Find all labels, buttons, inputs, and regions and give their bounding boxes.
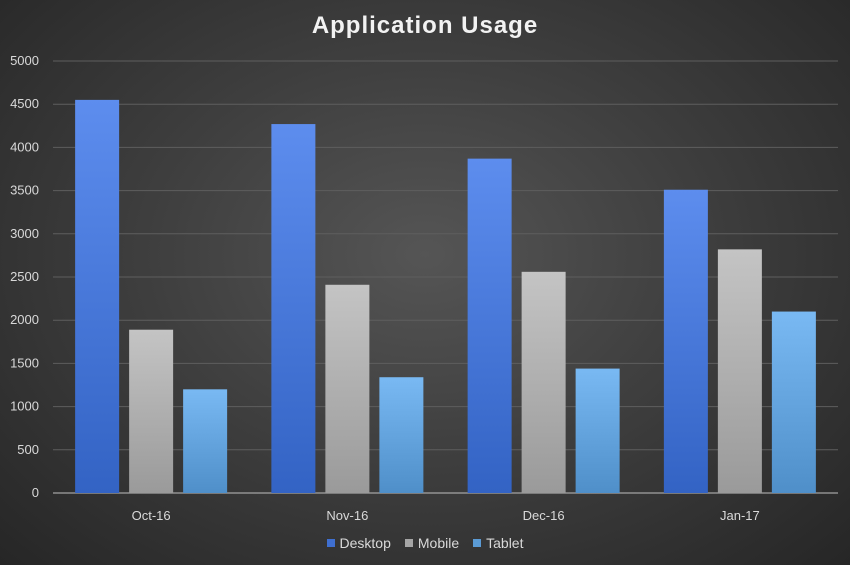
legend-label: Desktop: [339, 535, 391, 551]
y-tick-label: 5000: [10, 53, 39, 68]
bar-mobile-dec-16: [521, 271, 566, 493]
legend-label: Mobile: [417, 535, 460, 551]
bar-desktop-oct-16: [75, 99, 120, 493]
y-tick-label: 2000: [10, 312, 39, 327]
y-tick-label: 3500: [10, 183, 39, 198]
y-tick-label: 1000: [10, 399, 39, 414]
bar-tablet-oct-16: [183, 389, 228, 493]
x-tick-label: Oct-16: [132, 508, 171, 523]
y-tick-label: 1500: [10, 355, 39, 370]
bar-mobile-oct-16: [129, 329, 174, 493]
chart-legend: Desktop Mobile Tablet: [0, 535, 850, 551]
bar-tablet-nov-16: [379, 377, 424, 493]
chart-title: Application Usage: [311, 12, 539, 39]
x-tick-label: Jan-17: [720, 508, 760, 523]
bar-mobile-nov-16: [325, 284, 370, 493]
bar-desktop-jan-17: [663, 189, 708, 493]
y-tick-label: 4000: [10, 139, 39, 154]
y-tick-label: 4500: [10, 96, 39, 111]
bar-tablet-dec-16: [575, 368, 620, 493]
legend-label: Tablet: [486, 535, 524, 551]
y-tick-label: 2500: [10, 269, 39, 284]
legend-swatch: [473, 539, 482, 547]
y-tick-label: 0: [32, 485, 39, 500]
y-tick-label: 500: [17, 442, 39, 457]
legend-item-tablet: Tablet: [473, 535, 523, 551]
legend-swatch: [404, 539, 413, 547]
x-tick-label: Dec-16: [523, 508, 565, 523]
bar-desktop-nov-16: [271, 124, 316, 494]
legend-swatch: [326, 539, 335, 547]
bar-desktop-dec-16: [467, 158, 512, 493]
bar-tablet-jan-17: [771, 311, 816, 493]
y-tick-label: 3000: [10, 226, 39, 241]
legend-item-desktop: Desktop: [326, 535, 391, 551]
legend-item-mobile: Mobile: [404, 535, 460, 551]
x-tick-label: Nov-16: [326, 508, 368, 523]
bar-mobile-jan-17: [717, 249, 762, 493]
